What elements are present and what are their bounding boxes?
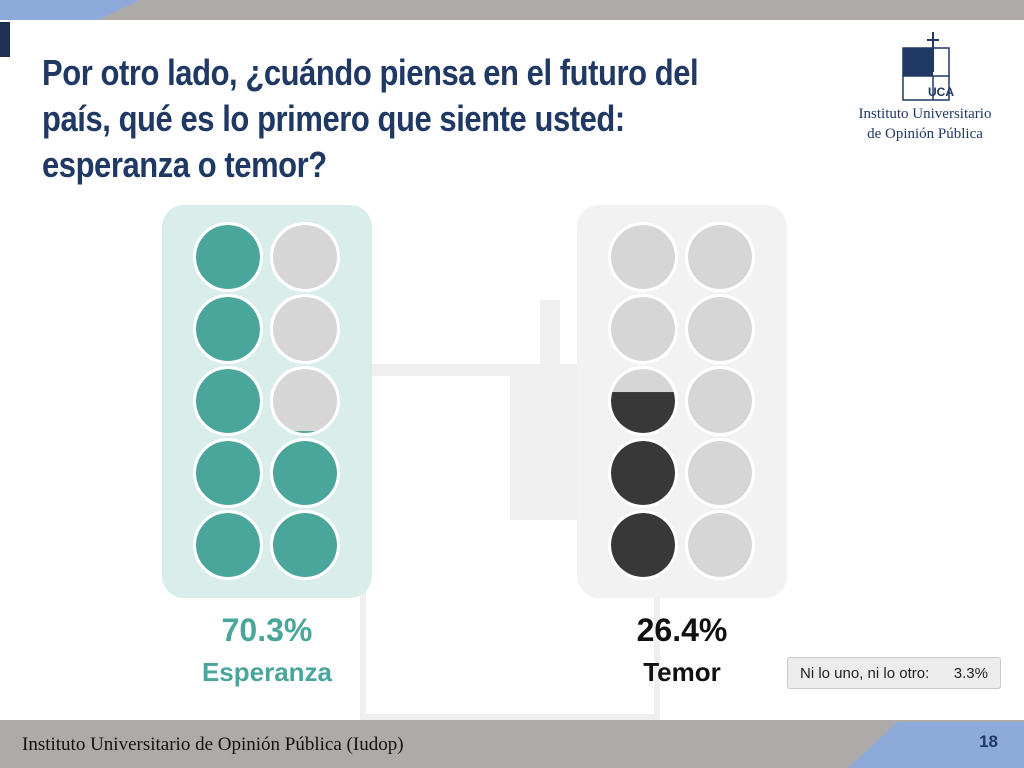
other-label: Ni lo uno, ni lo otro: [800,664,930,682]
temor-icon-4 [608,294,678,364]
side-accent [0,22,10,57]
temor-icon-2 [608,438,678,508]
temor-icon-10 [685,222,755,292]
esperanza-icon-1 [193,510,263,580]
esperanza-icon-10 [270,222,340,292]
slide-title: Por otro lado, ¿cuándo piensa en el futu… [42,52,699,185]
logo-line-2: de Opinión Pública [867,126,983,142]
top-accent [0,0,140,20]
esperanza-icon-7 [270,438,340,508]
temor-label: Temor [643,657,721,687]
logo-line-1: Instituto Universitario [858,106,992,122]
esperanza-icon-3 [193,366,263,436]
esperanza-value: 70.3% [221,612,313,648]
esperanza-label: Esperanza [201,657,333,687]
footer-text: Instituto Universitario de Opinión Públi… [22,734,404,755]
other-response-box: Ni lo uno, ni lo otro: 3.3% [787,657,1001,689]
esperanza-icon-4 [193,294,263,364]
footer-bar [0,720,1024,768]
temor-value: 26.4% [636,612,728,648]
temor-icon-8 [685,366,755,436]
temor-icon-9 [685,294,755,364]
top-bar [0,0,1024,20]
temor-icon-5 [608,222,678,292]
other-value: 3.3% [953,664,988,682]
temor-icon-3 [608,366,678,436]
temor-icon-1 [608,510,678,580]
esperanza-icon-5 [193,222,263,292]
esperanza-icon-2 [193,438,263,508]
temor-icon-6 [685,510,755,580]
esperanza-icon-9 [270,294,340,364]
temor-icon-7 [685,438,755,508]
page-number: 18 [979,732,998,751]
esperanza-icon-8 [270,366,340,436]
esperanza-icon-6 [270,510,340,580]
svg-text:UCA: UCA [928,85,954,99]
uca-logo-icon: UCA [902,32,954,101]
iudop-logo: UCA Instituto Universitario de Opinión P… [850,32,1000,144]
